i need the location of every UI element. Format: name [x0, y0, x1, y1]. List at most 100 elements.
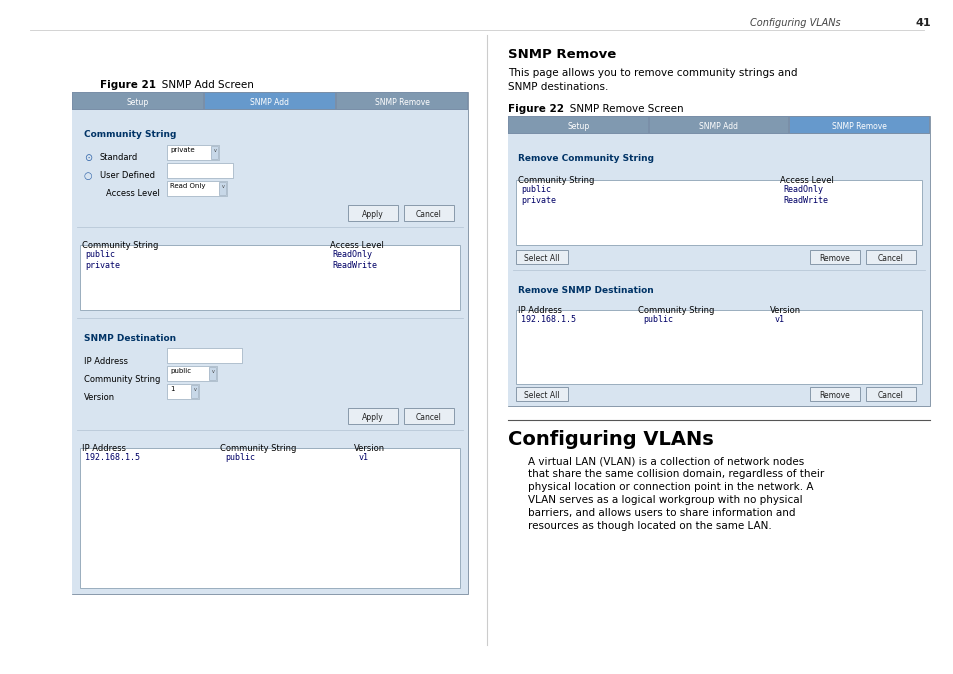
Text: SNMP Remove Screen: SNMP Remove Screen [559, 104, 683, 114]
Bar [209, 367, 215, 380]
Text: Cancel: Cancel [877, 391, 903, 400]
Bar [348, 205, 397, 221]
Text: Figure 22: Figure 22 [507, 104, 563, 114]
Bar [191, 385, 198, 398]
Bar [403, 205, 454, 221]
Text: public: public [642, 315, 672, 324]
Text: User Defined: User Defined [100, 171, 154, 180]
Text: Version: Version [769, 306, 801, 315]
Text: This page allows you to remove community strings and: This page allows you to remove community… [507, 68, 797, 78]
Text: public: public [225, 453, 254, 462]
Text: VLAN serves as a logical workgroup with no physical: VLAN serves as a logical workgroup with … [527, 495, 801, 505]
Text: v: v [193, 387, 196, 392]
Bar [809, 387, 859, 401]
Bar [509, 117, 647, 133]
Text: IP Address: IP Address [517, 306, 561, 315]
Text: ReadWrite: ReadWrite [332, 261, 376, 270]
Text: IP Address: IP Address [84, 357, 128, 366]
Text: v: v [212, 369, 214, 374]
Text: Cancel: Cancel [416, 413, 441, 422]
Text: ReadOnly: ReadOnly [782, 185, 822, 194]
Text: Setup: Setup [567, 122, 589, 131]
Text: Standard: Standard [100, 153, 138, 162]
Text: Access Level: Access Level [106, 189, 160, 198]
Text: Community String: Community String [84, 375, 160, 384]
Text: Version: Version [84, 393, 115, 402]
Text: SNMP Add: SNMP Add [699, 122, 738, 131]
Text: IP Address: IP Address [82, 444, 126, 453]
Bar [516, 387, 567, 401]
Text: Version: Version [354, 444, 385, 453]
Text: 192.168.1.5: 192.168.1.5 [85, 453, 140, 462]
Text: 41: 41 [915, 18, 931, 28]
Bar [71, 110, 468, 594]
Bar [348, 408, 397, 424]
Bar [403, 408, 454, 424]
Text: Configuring VLANs: Configuring VLANs [507, 430, 713, 449]
Text: v1: v1 [358, 453, 369, 462]
Text: Remove: Remove [819, 254, 849, 263]
Text: public: public [170, 368, 191, 374]
Bar [167, 163, 233, 178]
Text: Cancel: Cancel [416, 210, 441, 219]
Text: Remove: Remove [819, 391, 849, 400]
Text: SNMP Add: SNMP Add [251, 98, 289, 107]
Bar [167, 384, 199, 399]
Text: private: private [170, 147, 194, 153]
Bar [516, 310, 921, 384]
Text: Configuring VLANs: Configuring VLANs [749, 18, 840, 28]
Text: Figure 21: Figure 21 [100, 80, 156, 90]
Text: SNMP destinations.: SNMP destinations. [507, 82, 608, 92]
Text: Community String: Community String [220, 444, 296, 453]
Bar [80, 448, 459, 588]
Text: resources as though located on the same LAN.: resources as though located on the same … [527, 521, 771, 531]
Bar [205, 93, 335, 109]
Text: Select All: Select All [523, 254, 559, 263]
Text: private: private [520, 196, 556, 205]
Text: v: v [213, 148, 216, 153]
Bar [336, 93, 467, 109]
Text: Cancel: Cancel [877, 254, 903, 263]
Text: barriers, and allows users to share information and: barriers, and allows users to share info… [527, 508, 795, 518]
Bar [167, 145, 219, 160]
Bar [73, 93, 203, 109]
Text: ReadOnly: ReadOnly [332, 250, 372, 259]
Bar [211, 146, 218, 159]
Text: Remove SNMP Destination: Remove SNMP Destination [517, 286, 653, 295]
Bar [80, 245, 459, 310]
Bar [507, 116, 929, 406]
Text: ⊙: ⊙ [84, 153, 92, 163]
Text: ReadWrite: ReadWrite [782, 196, 827, 205]
Bar [71, 92, 468, 110]
Text: Community String: Community String [82, 241, 158, 250]
Text: private: private [85, 261, 120, 270]
Bar [649, 117, 787, 133]
Text: v1: v1 [774, 315, 784, 324]
Text: ○: ○ [84, 171, 92, 181]
Text: Apply: Apply [362, 413, 383, 422]
Text: public: public [85, 250, 115, 259]
Bar [507, 116, 929, 134]
Text: Community String: Community String [517, 176, 594, 185]
Text: v: v [222, 184, 225, 189]
Text: Remove Community String: Remove Community String [517, 154, 654, 163]
Text: public: public [520, 185, 551, 194]
Text: Setup: Setup [127, 98, 149, 107]
Bar [167, 348, 242, 363]
Text: Access Level: Access Level [330, 241, 383, 250]
Bar [516, 250, 567, 264]
Text: SNMP Remove: SNMP Remove [507, 48, 616, 61]
Bar [167, 181, 227, 196]
Bar [809, 250, 859, 264]
Text: 192.168.1.5: 192.168.1.5 [520, 315, 576, 324]
Text: Community String: Community String [638, 306, 714, 315]
Text: 1: 1 [170, 386, 174, 392]
Bar [789, 117, 928, 133]
Text: SNMP Remove: SNMP Remove [831, 122, 886, 131]
Bar [865, 250, 915, 264]
Text: Community String: Community String [84, 130, 176, 139]
Bar [167, 366, 216, 381]
Text: Access Level: Access Level [780, 176, 833, 185]
Bar [71, 92, 468, 594]
Text: Apply: Apply [362, 210, 383, 219]
